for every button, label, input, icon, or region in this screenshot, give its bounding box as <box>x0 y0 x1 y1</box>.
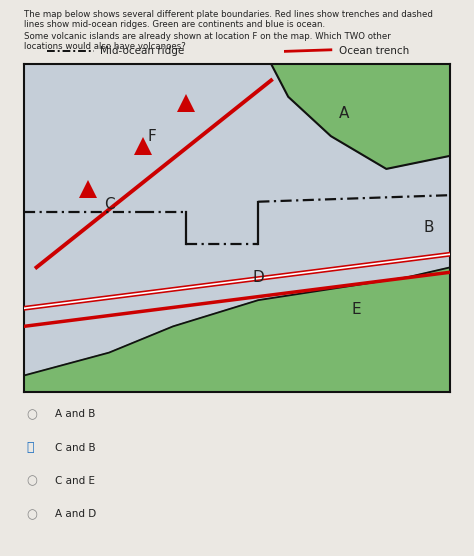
Polygon shape <box>271 64 450 169</box>
Text: ○: ○ <box>26 474 37 488</box>
Text: Ocean trench: Ocean trench <box>339 46 410 56</box>
Text: A and B: A and B <box>55 409 95 419</box>
Text: B: B <box>424 221 434 235</box>
Text: C and E: C and E <box>55 476 94 486</box>
Text: locations would also have volcanoes?: locations would also have volcanoes? <box>24 42 185 51</box>
Text: Mid-ocean ridge: Mid-ocean ridge <box>100 46 185 56</box>
Text: F: F <box>147 128 156 143</box>
Text: Some volcanic islands are already shown at location F on the map. Which TWO othe: Some volcanic islands are already shown … <box>24 32 391 41</box>
Text: D: D <box>253 270 264 285</box>
Text: E: E <box>352 302 361 317</box>
Text: C and B: C and B <box>55 443 95 453</box>
Text: A: A <box>338 106 349 121</box>
Text: The map below shows several different plate boundaries. Red lines show trenches : The map below shows several different pl… <box>24 10 433 19</box>
Polygon shape <box>24 267 450 392</box>
Text: ○: ○ <box>26 508 37 521</box>
Text: ⦿: ⦿ <box>26 441 34 454</box>
Text: lines show mid-ocean ridges. Green are continents and blue is ocean.: lines show mid-ocean ridges. Green are c… <box>24 20 325 29</box>
Text: C: C <box>104 197 114 212</box>
Text: A and D: A and D <box>55 509 96 519</box>
Text: ○: ○ <box>26 408 37 421</box>
